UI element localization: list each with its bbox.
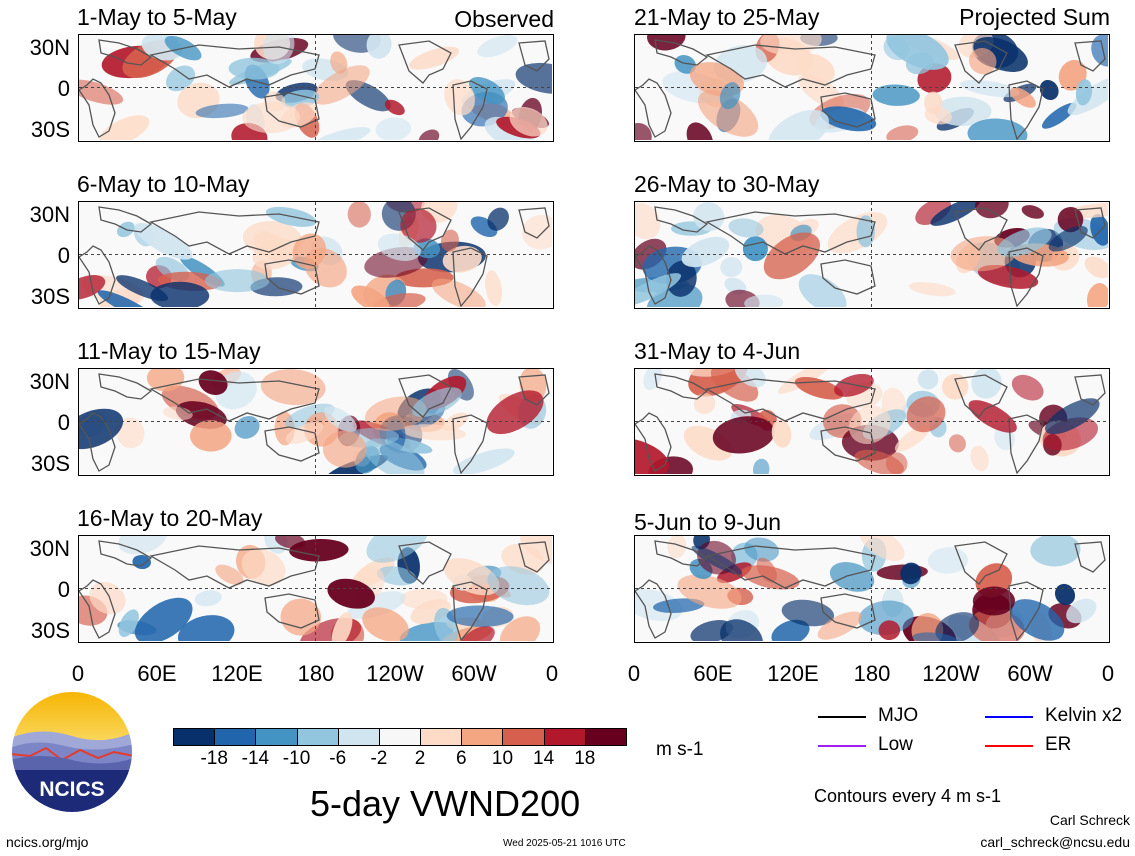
anomaly-map xyxy=(79,35,552,140)
xlabel: 120E xyxy=(767,661,819,686)
colorbar-swatch xyxy=(543,728,586,746)
colorbar-swatch xyxy=(214,728,257,746)
panel-title-left-4: 16-May to 20-May xyxy=(77,505,263,531)
map-panel xyxy=(634,34,1110,142)
colorbar-swatch xyxy=(378,728,422,746)
colorbar-tick-label: -2 xyxy=(370,748,388,769)
xlabel: 0 xyxy=(1101,661,1115,686)
colorbar-tick-label: -18 xyxy=(200,748,228,769)
ylabel-eq: 0 xyxy=(57,76,70,101)
map-panel xyxy=(78,535,554,643)
kelvin-line-swatch xyxy=(985,716,1033,718)
xlabel: 120E xyxy=(211,661,263,686)
anomaly-map xyxy=(635,536,1108,641)
colorbar-swatch xyxy=(461,728,504,746)
ylabel-30n: 30N xyxy=(29,202,70,227)
ylabel-eq: 0 xyxy=(57,243,70,268)
colorbar-tick-label: -6 xyxy=(329,748,347,769)
xlabel: 180 xyxy=(297,661,335,686)
colorbar-swatch xyxy=(173,728,216,746)
map-panel xyxy=(634,368,1110,476)
colorbar xyxy=(173,728,627,746)
xlabel: 60E xyxy=(137,661,177,686)
ylabel-30n: 30N xyxy=(29,369,70,394)
ylabel-30s: 30S xyxy=(30,618,70,643)
panel-title-right-4: 5-Jun to 9-Jun xyxy=(634,509,782,535)
legend-kelvin: Kelvin x2 xyxy=(1045,705,1123,726)
colorbar-swatch xyxy=(337,728,380,746)
colorbar-tick-label: 6 xyxy=(455,748,467,769)
anomaly-map xyxy=(79,369,552,474)
xlabel: 0 xyxy=(627,661,641,686)
anomaly-map xyxy=(79,202,552,307)
footer-email[interactable]: carl_schreck@ncsu.edu xyxy=(980,834,1130,850)
xlabel: 60W xyxy=(451,661,497,686)
xlabel: 60W xyxy=(1007,661,1053,686)
ylabel-30s: 30S xyxy=(30,117,70,142)
anomaly-map xyxy=(635,35,1108,140)
ylabel-30s: 30S xyxy=(30,451,70,476)
legend-low: Low xyxy=(878,734,913,755)
footer-url[interactable]: ncics.org/mjo xyxy=(6,834,89,850)
ylabel-eq: 0 xyxy=(57,410,70,435)
contours-note: Contours every 4 m s-1 xyxy=(814,786,1002,806)
projected-sum-label: Projected Sum xyxy=(959,4,1110,30)
ylabel-30n: 30N xyxy=(29,536,70,561)
xlabel: 0 xyxy=(545,661,559,686)
colorbar-swatch xyxy=(420,728,463,746)
panel-title-right-2: 26-May to 30-May xyxy=(634,171,820,197)
colorbar-units: m s-1 xyxy=(656,739,704,760)
xlabel: 60E xyxy=(693,661,733,686)
ncics-logo: NCICS xyxy=(10,690,134,814)
colorbar-swatch xyxy=(584,728,627,746)
colorbar-tick-label: 2 xyxy=(414,748,426,769)
main-title: 5-day VWND200 xyxy=(310,783,581,824)
map-panel xyxy=(78,34,554,142)
ylabel-eq: 0 xyxy=(57,577,70,602)
legend-mjo: MJO xyxy=(878,705,919,726)
panel-title-left-1: 1-May to 5-May xyxy=(77,4,237,30)
observed-label: Observed xyxy=(454,6,554,32)
panel-title-left-2: 6-May to 10-May xyxy=(77,171,250,197)
logo-text: NCICS xyxy=(39,778,104,801)
anomaly-map xyxy=(635,202,1108,307)
anomaly-map xyxy=(79,536,552,641)
colorbar-swatch xyxy=(502,728,545,746)
panel-title-right-3: 31-May to 4-Jun xyxy=(634,338,801,364)
colorbar-swatch xyxy=(255,728,298,746)
map-panel xyxy=(634,201,1110,309)
ylabel-30n: 30N xyxy=(29,35,70,60)
er-line-swatch xyxy=(985,745,1033,747)
legend-er: ER xyxy=(1045,734,1072,755)
panel-title-left-3: 11-May to 15-May xyxy=(77,338,261,364)
map-panel xyxy=(634,535,1110,643)
colorbar-tick-label: -10 xyxy=(282,748,311,769)
colorbar-tick-label: 10 xyxy=(491,748,514,769)
footer-timestamp: Wed 2025-05-21 1016 UTC xyxy=(503,838,626,849)
map-panel xyxy=(78,201,554,309)
panel-title-right-1: 21-May to 25-May xyxy=(634,4,820,30)
mjo-line-swatch xyxy=(818,716,866,718)
xlabel: 120W xyxy=(366,661,424,686)
xlabel: 180 xyxy=(853,661,891,686)
xlabel: 0 xyxy=(71,661,85,686)
ylabel-30s: 30S xyxy=(30,284,70,309)
map-panel xyxy=(78,368,554,476)
colorbar-tick-label: -14 xyxy=(241,748,270,769)
colorbar-swatch xyxy=(296,728,339,746)
colorbar-tick-label: 14 xyxy=(533,748,555,769)
anomaly-map xyxy=(635,369,1108,474)
low-line-swatch xyxy=(818,745,866,747)
colorbar-tick-label: 18 xyxy=(574,748,596,769)
footer-author: Carl Schreck xyxy=(1049,812,1130,828)
xlabel: 120W xyxy=(922,661,980,686)
